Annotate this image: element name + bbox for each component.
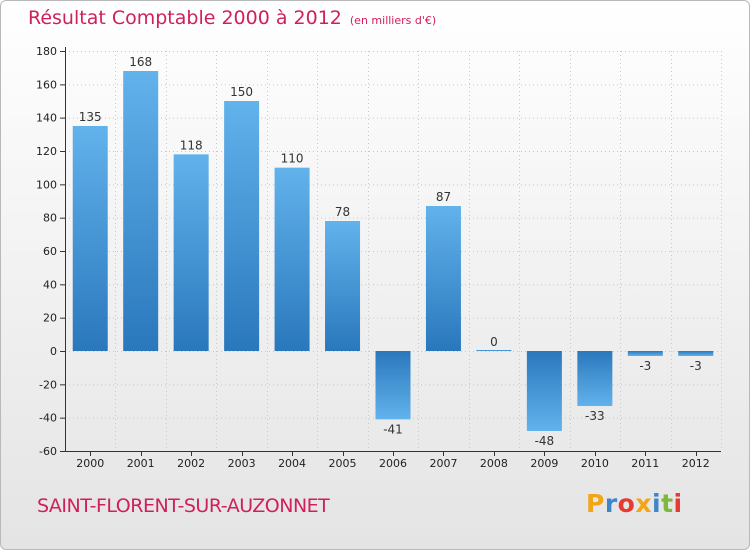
bar [425,206,461,351]
y-tick-label: 180 [36,45,57,58]
data-label: 78 [335,205,350,219]
x-tick-label: 2000 [76,457,104,470]
x-tick-label: 2009 [530,457,558,470]
x-tick-label: 2003 [228,457,256,470]
data-label: -33 [585,409,605,423]
bar [325,221,361,351]
data-label: 168 [129,55,152,69]
chart-title-block: Résultat Comptable 2000 à 2012 (en millie… [28,7,436,29]
data-label: -3 [639,359,651,373]
logo-letter: t [661,489,674,518]
y-tick-label: 100 [36,178,57,191]
x-tick-label: 2007 [429,457,457,470]
bar [678,351,714,356]
y-tick-label: 40 [43,278,57,291]
bar [627,351,663,356]
data-label: -41 [383,422,403,436]
logo-letter: i [652,489,662,518]
logo-letter: P [586,489,605,518]
x-tick-label: 2002 [177,457,205,470]
y-tick-label: 140 [36,112,57,125]
data-label: 118 [180,138,203,152]
x-tick-label: 2005 [329,457,357,470]
logo-letter: r [604,489,618,518]
y-tick-label: 20 [43,312,57,325]
y-tick-label: 60 [43,245,57,258]
bar [123,71,159,351]
proxiti-logo: Proxiti [586,489,683,518]
data-label: 150 [230,85,253,99]
bar [526,351,562,431]
data-label: 0 [490,335,498,349]
x-tick-label: 2012 [682,457,710,470]
x-tick-label: 2004 [278,457,306,470]
x-tick-label: 2006 [379,457,407,470]
data-label: 87 [436,190,451,204]
y-tick-label: 120 [36,145,57,158]
chart-subtitle: (en milliers d'€) [349,14,437,27]
bar [375,351,411,420]
logo-letter: x [635,489,652,518]
bar [72,126,108,351]
x-tick-label: 2008 [480,457,508,470]
bar [173,154,209,351]
logo-letter: i [673,489,683,518]
bar [476,350,512,351]
x-tick-label: 2011 [631,457,659,470]
bar [224,101,260,351]
commune-name: SAINT-FLORENT-SUR-AUZONNET [37,495,330,517]
bar [577,351,613,406]
logo-letter: o [617,489,636,518]
data-label: -48 [535,434,555,448]
y-tick-label: 80 [43,212,57,225]
y-tick-label: 160 [36,78,57,91]
chart-title: Résultat Comptable 2000 à 2012 [28,7,342,29]
y-tick-label: -20 [39,378,57,391]
data-label: -3 [690,359,702,373]
x-tick-label: 2001 [127,457,155,470]
data-label: 135 [79,110,102,124]
x-tick-label: 2010 [581,457,609,470]
bar [274,167,310,351]
y-tick-label: -40 [39,412,57,425]
data-label: 110 [281,152,304,166]
y-tick-label: 0 [50,345,57,358]
y-tick-label: -60 [39,445,57,458]
